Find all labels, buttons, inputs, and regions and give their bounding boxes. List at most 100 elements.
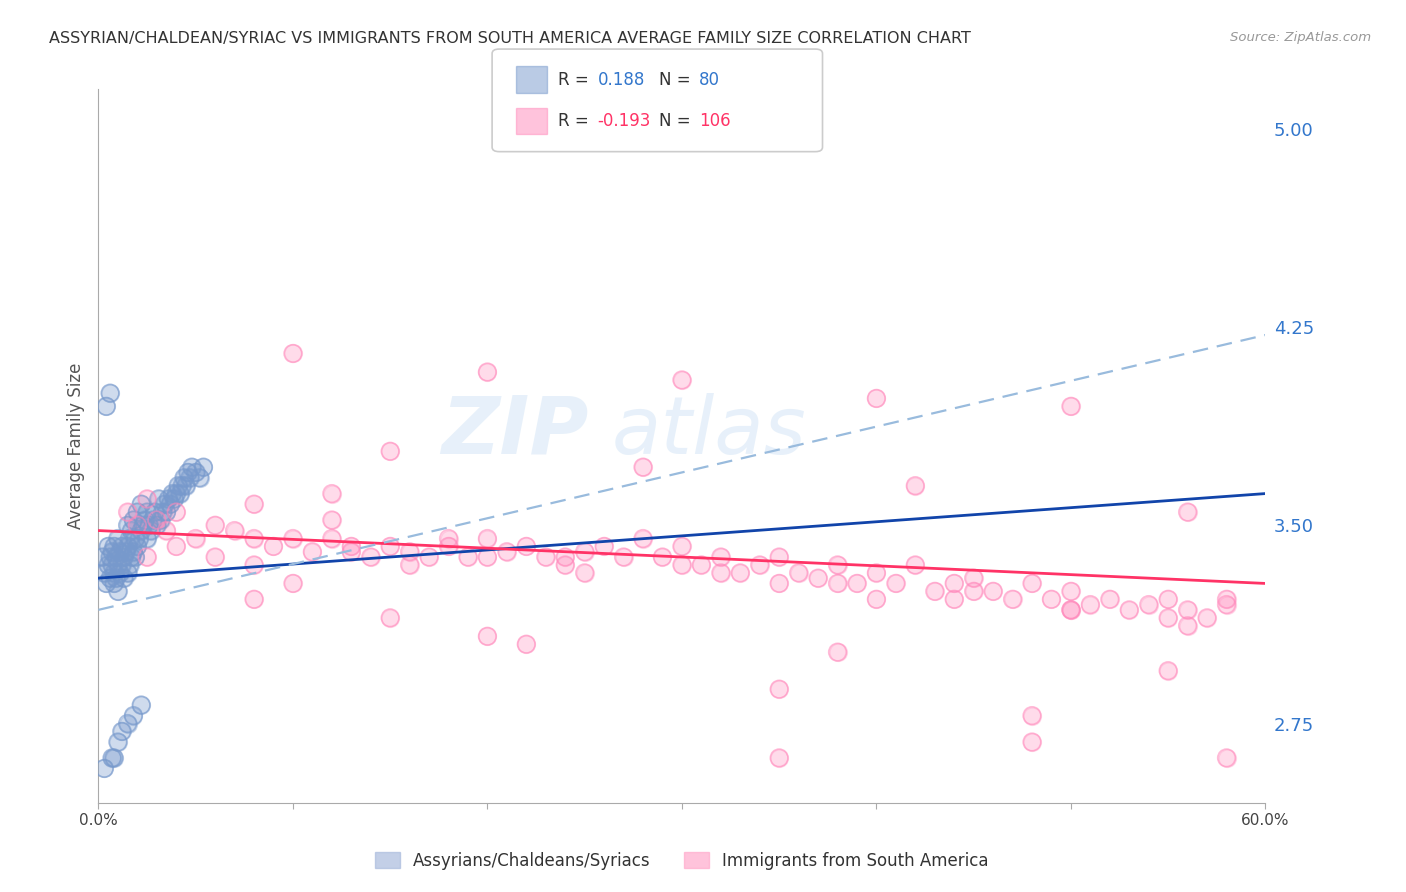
Point	[243, 497, 266, 511]
Point	[593, 540, 616, 554]
Point	[1177, 505, 1199, 519]
Point	[865, 566, 887, 580]
Point	[631, 532, 654, 546]
Point	[153, 497, 176, 511]
Point	[1177, 603, 1199, 617]
Point	[107, 532, 129, 546]
Point	[865, 592, 887, 607]
Point	[574, 545, 596, 559]
Point	[924, 584, 946, 599]
Point	[93, 566, 115, 580]
Point	[768, 751, 790, 765]
Point	[1021, 735, 1043, 749]
Point	[146, 518, 169, 533]
Point	[124, 549, 146, 564]
Point	[112, 549, 135, 564]
Point	[437, 532, 460, 546]
Point	[962, 584, 984, 599]
Point	[378, 540, 402, 554]
Point	[112, 571, 135, 585]
Point	[768, 682, 790, 697]
Point	[136, 532, 159, 546]
Point	[117, 716, 139, 731]
Point	[321, 486, 343, 500]
Point	[98, 571, 121, 585]
Point	[477, 549, 499, 564]
Point	[1060, 584, 1083, 599]
Point	[98, 571, 121, 585]
Point	[128, 532, 150, 546]
Point	[730, 566, 752, 580]
Point	[146, 513, 169, 527]
Point	[1195, 611, 1218, 625]
Point	[142, 513, 165, 527]
Point	[671, 558, 693, 572]
Point	[155, 505, 177, 519]
Point	[904, 558, 927, 572]
Point	[146, 518, 169, 533]
Point	[768, 576, 790, 591]
Point	[184, 532, 207, 546]
Point	[111, 540, 134, 554]
Point	[134, 513, 156, 527]
Point	[262, 540, 284, 554]
Text: atlas: atlas	[612, 392, 807, 471]
Point	[943, 592, 966, 607]
Point	[159, 497, 181, 511]
Point	[554, 549, 576, 564]
Point	[155, 524, 177, 538]
Point	[96, 576, 118, 591]
Point	[1137, 598, 1160, 612]
Point	[495, 545, 517, 559]
Point	[340, 545, 363, 559]
Point	[129, 497, 152, 511]
Point	[515, 637, 537, 651]
Point	[651, 549, 673, 564]
Point	[117, 566, 139, 580]
Point	[121, 524, 143, 538]
Point	[103, 540, 125, 554]
Point	[112, 549, 135, 564]
Point	[593, 540, 616, 554]
Point	[1157, 592, 1180, 607]
Point	[477, 365, 499, 379]
Point	[103, 576, 125, 591]
Point	[111, 558, 134, 572]
Point	[107, 584, 129, 599]
Point	[127, 518, 149, 533]
Point	[112, 571, 135, 585]
Point	[1098, 592, 1121, 607]
Point	[101, 558, 124, 572]
Point	[671, 373, 693, 387]
Point	[97, 540, 120, 554]
Point	[165, 540, 187, 554]
Point	[108, 545, 131, 559]
Point	[118, 558, 141, 572]
Point	[437, 532, 460, 546]
Point	[142, 513, 165, 527]
Point	[768, 549, 790, 564]
Point	[378, 540, 402, 554]
Point	[143, 505, 166, 519]
Point	[515, 540, 537, 554]
Text: N =: N =	[659, 112, 696, 130]
Point	[136, 491, 159, 506]
Point	[1215, 598, 1237, 612]
Point	[301, 545, 323, 559]
Y-axis label: Average Family Size: Average Family Size	[66, 363, 84, 529]
Point	[180, 460, 202, 475]
Text: 106: 106	[699, 112, 730, 130]
Point	[554, 558, 576, 572]
Point	[534, 549, 557, 564]
Point	[152, 505, 174, 519]
Point	[117, 716, 139, 731]
Point	[148, 491, 170, 506]
Point	[136, 505, 159, 519]
Point	[631, 460, 654, 475]
Point	[515, 540, 537, 554]
Point	[136, 549, 159, 564]
Point	[167, 478, 190, 492]
Point	[132, 518, 155, 533]
Point	[243, 532, 266, 546]
Point	[165, 540, 187, 554]
